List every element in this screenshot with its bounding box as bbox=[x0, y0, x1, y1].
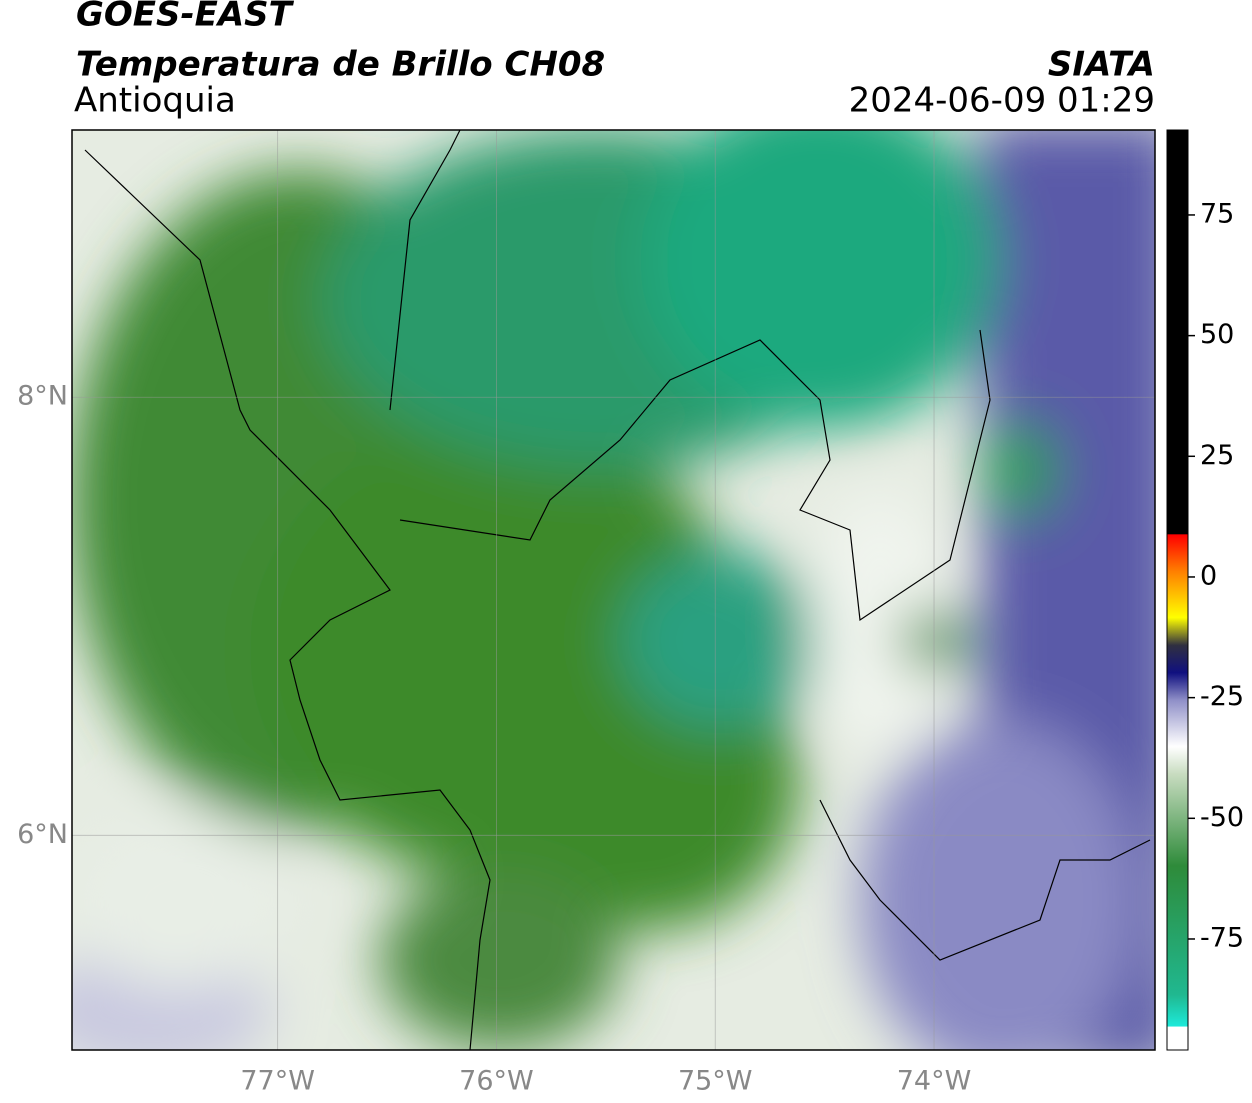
map-image bbox=[72, 130, 1155, 1050]
y-tick-label: 6°N bbox=[17, 819, 68, 850]
y-tick-label: 8°N bbox=[17, 381, 68, 412]
colorbar-tick-label: -25 bbox=[1200, 681, 1244, 712]
x-tick-label: 74°W bbox=[897, 1066, 972, 1097]
x-tick-label: 77°W bbox=[240, 1066, 315, 1097]
region: Antioquia bbox=[74, 81, 236, 121]
subtitle: Temperatura de Brillo CH08 bbox=[76, 45, 605, 85]
colorbar-tick-label: -50 bbox=[1200, 802, 1244, 833]
map-frame bbox=[71, 129, 1156, 1051]
timestamp: 2024-06-09 01:29 bbox=[849, 81, 1155, 121]
source: SIATA bbox=[1048, 45, 1155, 85]
colorbar-tick-label: 25 bbox=[1200, 440, 1234, 471]
colorbar bbox=[1166, 129, 1189, 1051]
colorbar-tick-label: 0 bbox=[1200, 560, 1217, 591]
colorbar-tick-label: 75 bbox=[1200, 198, 1234, 229]
colorbar-tick-label: -75 bbox=[1200, 922, 1244, 953]
title: GOES-EAST bbox=[76, 0, 295, 35]
x-tick-label: 76°W bbox=[459, 1066, 534, 1097]
colorbar-tick-label: 50 bbox=[1200, 319, 1234, 350]
x-tick-label: 75°W bbox=[678, 1066, 753, 1097]
